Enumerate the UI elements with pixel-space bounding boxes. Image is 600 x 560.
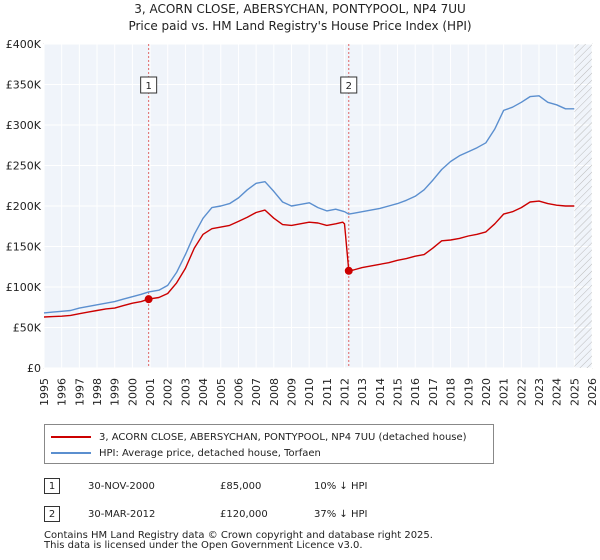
- x-tick-label: 2016: [409, 378, 422, 406]
- x-tick-label: 2004: [197, 378, 210, 406]
- x-tick-label: 2006: [232, 378, 245, 406]
- x-tick-label: 2009: [285, 378, 298, 406]
- x-tick-label: 2026: [586, 378, 599, 406]
- footer: Contains HM Land Registry data © Crown c…: [44, 531, 433, 551]
- x-tick-label: 2020: [480, 378, 493, 406]
- x-tick-label: 2019: [462, 378, 475, 406]
- price-chart: 3, ACORN CLOSE, ABERSYCHAN, PONTYPOOL, N…: [6, 2, 599, 406]
- x-tick-label: 2001: [144, 378, 157, 406]
- legend-item-property: 3, ACORN CLOSE, ABERSYCHAN, PONTYPOOL, N…: [51, 429, 467, 445]
- x-tick-label: 1999: [109, 378, 122, 406]
- x-tick-label: 2010: [303, 378, 316, 406]
- y-tick-label: £200K: [6, 200, 42, 213]
- transaction-price: £120,000: [220, 508, 268, 520]
- transaction-point: [344, 266, 353, 275]
- transaction-marker-badge: 1: [44, 478, 60, 494]
- transaction-hpi-diff: 10% ↓ HPI: [314, 480, 368, 492]
- x-tick-label: 2012: [339, 378, 352, 406]
- transaction-point: [144, 295, 153, 304]
- table-row: 1 30-NOV-2000 £85,000 10% ↓ HPI: [44, 476, 444, 496]
- transaction-date: 30-NOV-2000: [88, 480, 155, 492]
- y-tick-label: £0: [27, 362, 41, 375]
- legend-label-property: 3, ACORN CLOSE, ABERSYCHAN, PONTYPOOL, N…: [99, 431, 467, 443]
- series-line-property: [43, 200, 575, 318]
- transaction-hpi-diff: 37% ↓ HPI: [314, 508, 368, 520]
- forecast-hatch: [574, 44, 592, 368]
- x-tick-label: 1996: [56, 378, 69, 406]
- x-tick-label: 2015: [392, 378, 405, 406]
- x-tick-label: 2013: [356, 378, 369, 406]
- x-tick-label: 1998: [91, 378, 104, 406]
- x-tick-label: 2024: [551, 378, 564, 406]
- x-tick-label: 2000: [126, 378, 139, 406]
- legend: 3, ACORN CLOSE, ABERSYCHAN, PONTYPOOL, N…: [44, 424, 494, 464]
- y-tick-label: £50K: [13, 322, 42, 335]
- y-tick-label: £150K: [6, 241, 42, 254]
- transaction-marker-box: [340, 76, 358, 94]
- y-tick-label: £400K: [6, 38, 42, 51]
- y-tick-label: £250K: [6, 160, 42, 173]
- y-tick-label: £350K: [6, 79, 42, 92]
- x-tick-label: 2008: [268, 378, 281, 406]
- x-tick-label: 2002: [162, 378, 175, 406]
- legend-item-hpi: HPI: Average price, detached house, Torf…: [51, 445, 321, 461]
- x-tick-label: 2022: [515, 378, 528, 406]
- y-tick-label: £300K: [6, 119, 42, 132]
- series-line-hpi: [43, 95, 575, 314]
- chart-title: 3, ACORN CLOSE, ABERSYCHAN, PONTYPOOL, N…: [134, 2, 466, 16]
- chart-subtitle: Price paid vs. HM Land Registry's House …: [128, 19, 471, 33]
- transaction-date: 30-MAR-2012: [88, 508, 156, 520]
- x-tick-label: 2021: [498, 378, 511, 406]
- transaction-price: £85,000: [220, 480, 262, 492]
- transaction-marker-label: 2: [346, 81, 352, 92]
- legend-swatch-hpi: [51, 452, 91, 454]
- x-tick-label: 2011: [321, 378, 334, 406]
- footer-copyright: Contains HM Land Registry data © Crown c…: [44, 530, 433, 541]
- table-row: 2 30-MAR-2012 £120,000 37% ↓ HPI: [44, 504, 444, 524]
- x-tick-label: 2018: [445, 378, 458, 406]
- transaction-marker-badge: 2: [44, 506, 60, 522]
- legend-swatch-property: [51, 436, 91, 438]
- footer-licence: This data is licensed under the Open Gov…: [44, 540, 363, 551]
- transaction-marker-box: [140, 76, 158, 94]
- x-tick-label: 2017: [427, 378, 440, 406]
- x-tick-label: 1995: [38, 378, 51, 406]
- transaction-marker-label: 1: [145, 81, 151, 92]
- x-tick-label: 2003: [179, 378, 192, 406]
- x-tick-label: 2005: [215, 378, 228, 406]
- x-tick-label: 2023: [533, 378, 546, 406]
- x-tick-label: 1997: [73, 378, 86, 406]
- x-tick-label: 2014: [374, 378, 387, 406]
- legend-label-hpi: HPI: Average price, detached house, Torf…: [99, 447, 321, 459]
- x-tick-label: 2007: [250, 378, 263, 406]
- y-tick-label: £100K: [6, 281, 42, 294]
- x-tick-label: 2025: [568, 378, 581, 406]
